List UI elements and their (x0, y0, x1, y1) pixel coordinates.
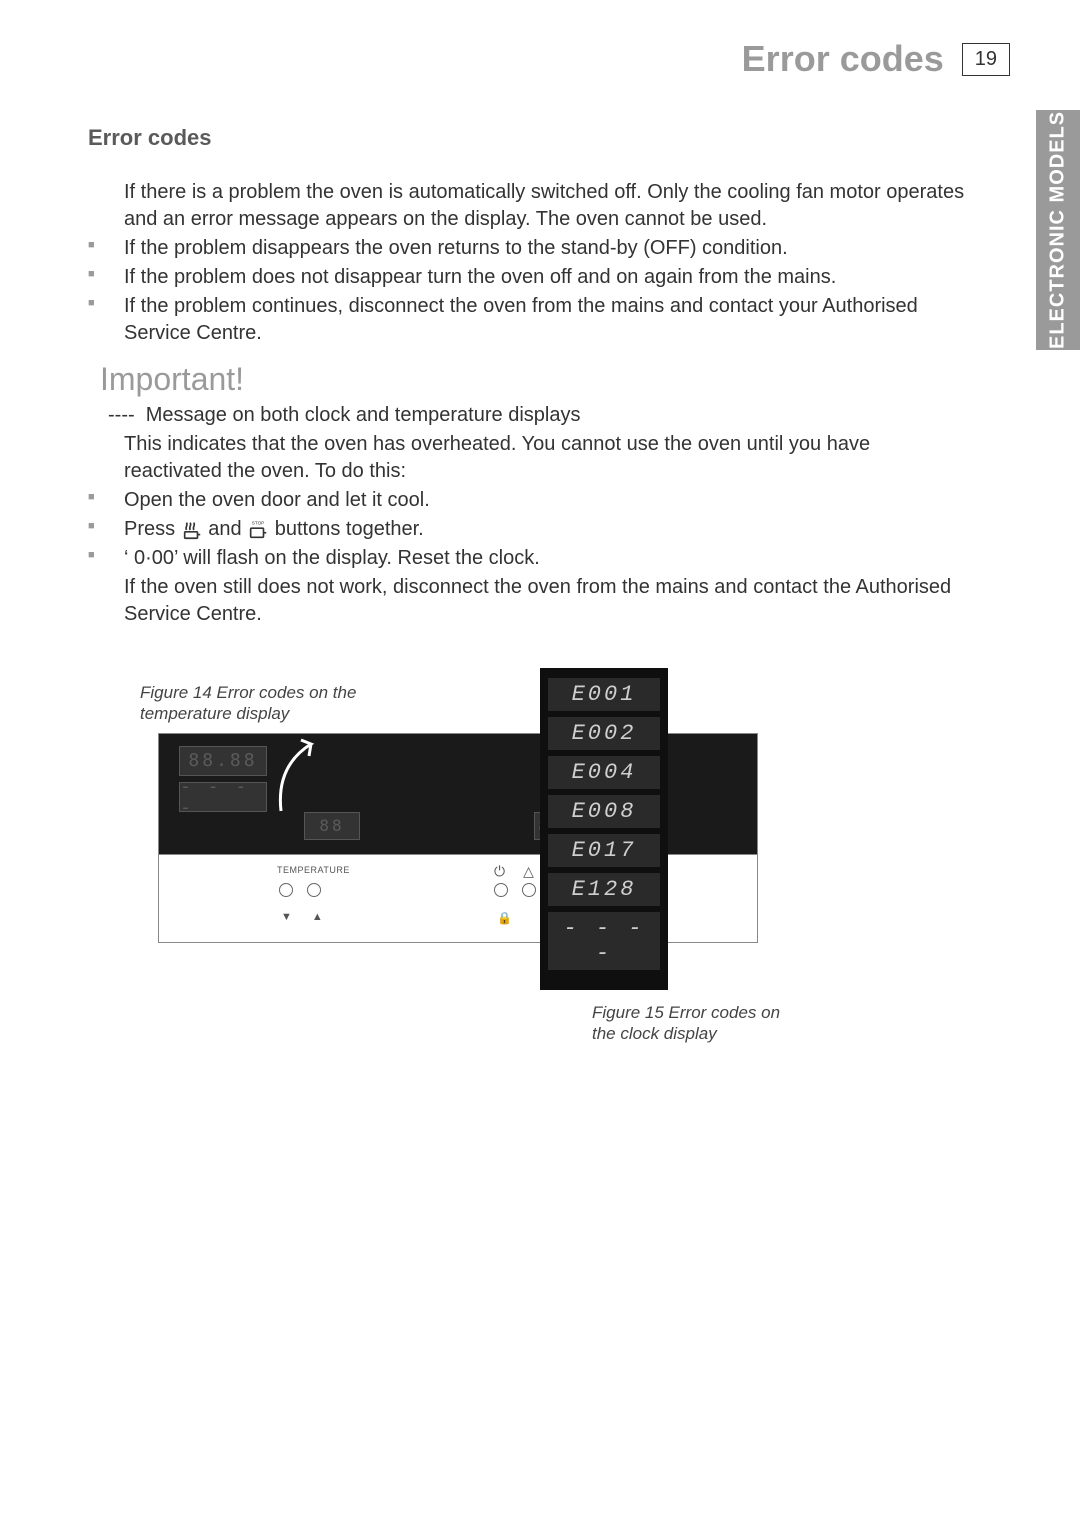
list-item: ‘ 0·00’ will flash on the display. Reset… (88, 545, 968, 572)
error-code: E002 (548, 717, 660, 750)
arrow-buttons: ▼ ▲ (281, 911, 323, 923)
dashes-text: Message on both clock and temperature di… (146, 404, 581, 426)
error-code: E017 (548, 834, 660, 867)
callout-arrow-icon (271, 736, 351, 816)
figure-15-caption: Figure 15 Error codes on the clock displ… (592, 1002, 782, 1045)
error-code: E008 (548, 795, 660, 828)
svg-text:STOP: STOP (252, 520, 264, 525)
power-icon: ⏻ (494, 863, 505, 880)
list-item: Press and STOP buttons together. (88, 516, 968, 543)
list-item: If the problem continues, disconnect the… (88, 293, 968, 347)
section-title: Error codes (88, 125, 968, 151)
down-arrow-icon: ▼ (281, 911, 292, 923)
dashes-line: ---- Message on both clock and temperatu… (108, 404, 968, 427)
header-title: Error codes (742, 38, 944, 80)
panel-button (279, 883, 293, 897)
content: Error codes If there is a problem the ov… (88, 125, 968, 943)
side-tab: ELECTRONIC MODELS (1036, 110, 1080, 350)
error-code: E128 (548, 873, 660, 906)
bell-icon: △ (523, 863, 534, 880)
error-code: - - - - (548, 912, 660, 970)
stop-icon: STOP (247, 518, 269, 542)
bullet-list-1: If the problem disappears the oven retur… (88, 235, 968, 347)
display-left-top: 88.88 (179, 746, 267, 776)
button-row (279, 883, 321, 897)
heat-icon (181, 518, 203, 542)
panel-button (522, 883, 536, 897)
closing-text: If the oven still does not work, disconn… (124, 574, 968, 628)
panel-button (494, 883, 508, 897)
important-heading: Important! (100, 361, 968, 398)
list-item: If the problem disappears the oven retur… (88, 235, 968, 262)
list-item: If the problem does not disappear turn t… (88, 264, 968, 291)
intro-text: If there is a problem the oven is automa… (124, 179, 968, 233)
display-mid: 88 (304, 812, 360, 840)
page-number: 19 (962, 43, 1010, 76)
bullet-list-2: Open the oven door and let it cool. Pres… (88, 487, 968, 572)
figure-14: Figure 14 Error codes on the temperature… (88, 682, 968, 943)
list-item: Open the oven door and let it cool. (88, 487, 968, 514)
error-code: E001 (548, 678, 660, 711)
temperature-label: TEMPERATURE (277, 865, 350, 875)
dashes-prefix: ---- (108, 404, 135, 426)
oven-panel-diagram: 88.88 - - - - 88 8.888 TEMPERATURE ▼ (158, 733, 758, 943)
page-header: Error codes 19 (742, 38, 1010, 80)
figure-14-caption: Figure 14 Error codes on the temperature… (140, 682, 360, 725)
overheat-text: This indicates that the oven has overhea… (124, 431, 968, 485)
up-arrow-icon: ▲ (312, 911, 323, 923)
error-code: E004 (548, 756, 660, 789)
error-codes-box: E001 E002 E004 E008 E017 E128 - - - - (540, 668, 668, 990)
lock-icon: 🔒 (497, 911, 512, 925)
display-left-bottom: - - - - (179, 782, 267, 812)
panel-button (307, 883, 321, 897)
